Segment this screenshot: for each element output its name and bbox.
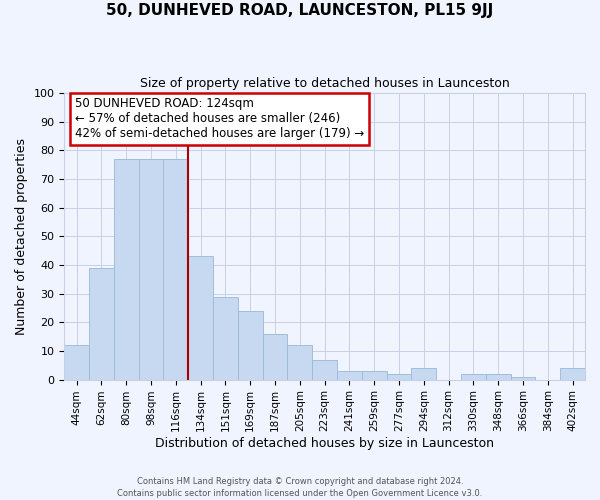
Bar: [560, 368, 585, 380]
Text: 50 DUNHEVED ROAD: 124sqm
← 57% of detached houses are smaller (246)
42% of semi-: 50 DUNHEVED ROAD: 124sqm ← 57% of detach…: [74, 98, 364, 140]
Text: Contains HM Land Registry data © Crown copyright and database right 2024.
Contai: Contains HM Land Registry data © Crown c…: [118, 476, 482, 498]
X-axis label: Distribution of detached houses by size in Launceston: Distribution of detached houses by size …: [155, 437, 494, 450]
Bar: [89, 268, 114, 380]
Text: 50, DUNHEVED ROAD, LAUNCESTON, PL15 9JJ: 50, DUNHEVED ROAD, LAUNCESTON, PL15 9JJ: [106, 2, 494, 18]
Bar: [238, 311, 263, 380]
Title: Size of property relative to detached houses in Launceston: Size of property relative to detached ho…: [140, 78, 509, 90]
Bar: [114, 159, 139, 380]
Bar: [412, 368, 436, 380]
Bar: [386, 374, 412, 380]
Bar: [312, 360, 337, 380]
Bar: [263, 334, 287, 380]
Bar: [287, 345, 312, 380]
Bar: [139, 159, 163, 380]
Bar: [163, 159, 188, 380]
Bar: [362, 371, 386, 380]
Bar: [337, 371, 362, 380]
Bar: [64, 345, 89, 380]
Bar: [188, 256, 213, 380]
Y-axis label: Number of detached properties: Number of detached properties: [15, 138, 28, 335]
Bar: [461, 374, 486, 380]
Bar: [486, 374, 511, 380]
Bar: [213, 296, 238, 380]
Bar: [511, 376, 535, 380]
